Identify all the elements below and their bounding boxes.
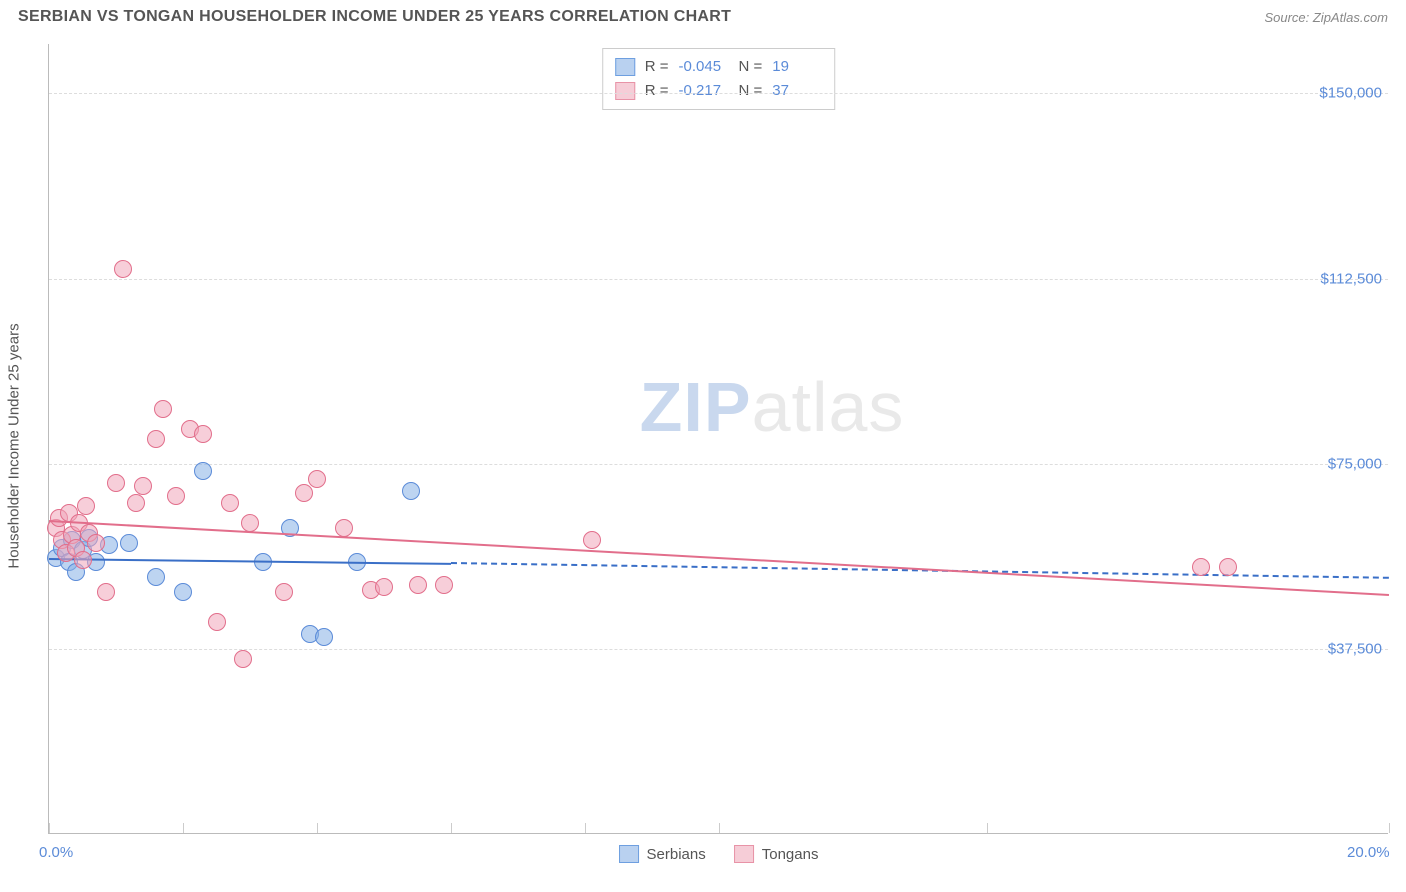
x-tick-label: 0.0%	[39, 844, 73, 861]
watermark: ZIPatlas	[640, 367, 905, 447]
data-point	[409, 576, 427, 594]
data-point	[1219, 558, 1237, 576]
r-label: R =	[645, 79, 669, 103]
tick-v	[317, 823, 318, 833]
data-point	[295, 484, 313, 502]
chart-header: SERBIAN VS TONGAN HOUSEHOLDER INCOME UND…	[0, 0, 1406, 32]
data-point	[435, 576, 453, 594]
y-tick-label: $37,500	[1328, 640, 1382, 657]
data-point	[583, 531, 601, 549]
n-label: N =	[739, 79, 763, 103]
data-point	[1192, 558, 1210, 576]
tick-v	[183, 823, 184, 833]
data-point	[315, 628, 333, 646]
tick-v	[451, 823, 452, 833]
legend-item-tongans: Tongans	[734, 845, 819, 863]
stats-row-serbians: R = -0.045 N = 19	[615, 55, 823, 79]
regression-line	[49, 520, 1389, 596]
data-point	[147, 568, 165, 586]
y-tick-label: $150,000	[1319, 85, 1382, 102]
n-value-tongans: 37	[772, 79, 822, 103]
data-point	[87, 534, 105, 552]
y-tick-label: $112,500	[1321, 270, 1382, 287]
data-point	[97, 583, 115, 601]
watermark-atlas: atlas	[752, 368, 905, 446]
legend-label: Serbians	[647, 846, 706, 863]
gridline-h	[49, 649, 1388, 650]
swatch-serbians	[615, 58, 635, 76]
data-point	[147, 430, 165, 448]
data-point	[221, 494, 239, 512]
correlation-stats-box: R = -0.045 N = 19 R = -0.217 N = 37	[602, 48, 836, 110]
gridline-h	[49, 464, 1388, 465]
data-point	[174, 583, 192, 601]
data-point	[154, 400, 172, 418]
chart-source: Source: ZipAtlas.com	[1264, 10, 1388, 25]
tick-v	[585, 823, 586, 833]
data-point	[134, 477, 152, 495]
data-point	[127, 494, 145, 512]
data-point	[194, 425, 212, 443]
regression-line	[451, 562, 1389, 579]
r-value-tongans: -0.217	[679, 79, 729, 103]
data-point	[114, 260, 132, 278]
series-legend: Serbians Tongans	[619, 845, 819, 863]
tick-v	[1389, 823, 1390, 833]
r-value-serbians: -0.045	[679, 55, 729, 79]
swatch-tongans	[615, 82, 635, 100]
legend-label: Tongans	[762, 846, 819, 863]
data-point	[402, 482, 420, 500]
stats-row-tongans: R = -0.217 N = 37	[615, 79, 823, 103]
data-point	[335, 519, 353, 537]
watermark-zip: ZIP	[640, 368, 752, 446]
data-point	[77, 497, 95, 515]
data-point	[120, 534, 138, 552]
tick-v	[49, 823, 50, 833]
data-point	[234, 650, 252, 668]
data-point	[241, 514, 259, 532]
n-label: N =	[739, 55, 763, 79]
tick-v	[987, 823, 988, 833]
chart-title: SERBIAN VS TONGAN HOUSEHOLDER INCOME UND…	[18, 8, 731, 26]
data-point	[194, 462, 212, 480]
x-tick-label: 20.0%	[1347, 844, 1390, 861]
y-tick-label: $75,000	[1328, 455, 1382, 472]
chart-plot-area: ZIPatlas R = -0.045 N = 19 R = -0.217 N …	[48, 44, 1388, 834]
legend-item-serbians: Serbians	[619, 845, 706, 863]
n-value-serbians: 19	[772, 55, 822, 79]
data-point	[107, 474, 125, 492]
y-axis-title: Householder Income Under 25 years	[6, 323, 23, 568]
data-point	[208, 613, 226, 631]
data-point	[74, 551, 92, 569]
regression-line	[49, 558, 451, 565]
data-point	[275, 583, 293, 601]
legend-swatch-serbians	[619, 845, 639, 863]
legend-swatch-tongans	[734, 845, 754, 863]
tick-v	[719, 823, 720, 833]
data-point	[167, 487, 185, 505]
r-label: R =	[645, 55, 669, 79]
data-point	[308, 470, 326, 488]
gridline-h	[49, 279, 1388, 280]
data-point	[375, 578, 393, 596]
gridline-h	[49, 93, 1388, 94]
